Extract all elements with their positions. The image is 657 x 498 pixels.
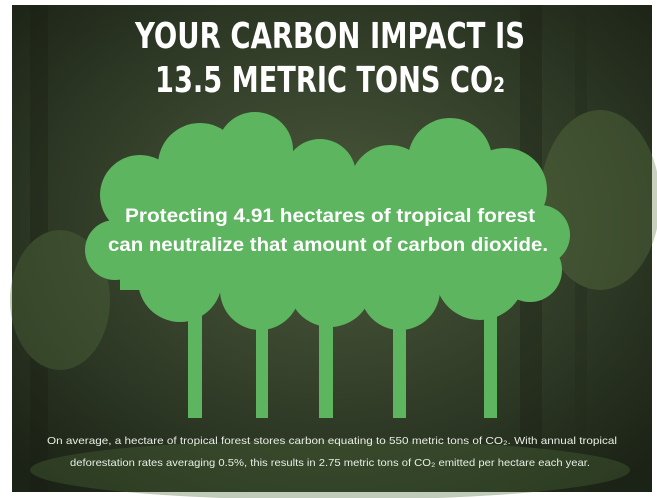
headline: YOUR CARBON IMPACT IS bbox=[134, 16, 525, 57]
message: Protecting 4.91 hectares of tropical for… bbox=[125, 206, 536, 227]
message: can neutralize that amount of carbon dio… bbox=[108, 235, 548, 256]
footnote: On average, a hectare of tropical forest… bbox=[47, 435, 617, 447]
footnote: deforestation rates averaging 0.5%, this… bbox=[70, 457, 590, 469]
infographic: YOUR CARBON IMPACT IS 13.5 METRIC TONS C… bbox=[0, 0, 657, 498]
headline: 13.5 METRIC TONS CO₂ bbox=[155, 60, 505, 101]
